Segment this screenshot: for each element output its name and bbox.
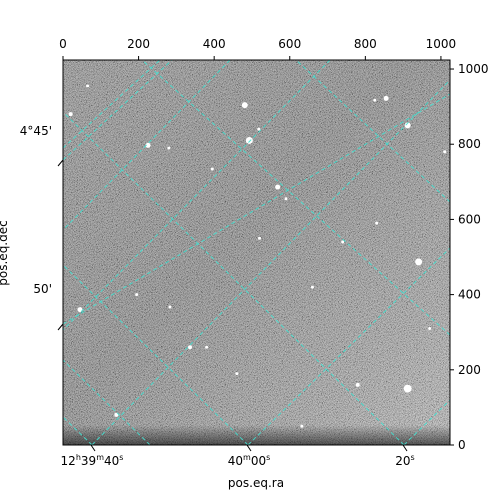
right-tick-label-2: 400 (458, 288, 481, 302)
star-26 (167, 146, 171, 150)
dec-grid-line-2 (63, 60, 173, 161)
star-field (68, 84, 447, 428)
right-tick-label-0: 0 (458, 438, 466, 452)
star-27 (428, 326, 432, 330)
star-20 (300, 424, 304, 428)
star-25 (341, 240, 345, 244)
star-22 (375, 221, 379, 225)
star-19 (235, 372, 239, 376)
star-10 (114, 412, 119, 417)
dec-tick-mark-2 (57, 323, 64, 331)
top-tick-label-5: 1000 (426, 37, 457, 51)
star-9 (187, 345, 192, 350)
top-tick-label-3: 600 (278, 37, 301, 51)
star-18 (205, 345, 209, 349)
star-14 (257, 127, 261, 131)
right-tick-label-3: 600 (458, 212, 481, 226)
dec-grid-line-4 (247, 247, 450, 445)
plot-frame (62, 59, 451, 446)
ra-grid-line-4 (141, 60, 450, 336)
star-3 (404, 122, 411, 129)
star-24 (135, 293, 139, 297)
star-16 (258, 236, 262, 240)
ra-grid-line-3 (63, 111, 405, 445)
star-12 (86, 84, 90, 88)
star-21 (355, 382, 360, 387)
dec-grid-line-7 (63, 60, 161, 149)
dec-grid-line-3 (91, 79, 450, 445)
image-noise (63, 60, 450, 445)
right-pixel-axis: 0 200 400 600 800 1000 (450, 62, 489, 452)
top-pixel-axis: 0 200 400 600 800 1000 (59, 37, 456, 60)
top-tick-label-1: 200 (127, 37, 150, 51)
top-tick-label-0: 0 (59, 37, 67, 51)
image-bottom-edge (63, 425, 450, 445)
star-28 (310, 285, 314, 289)
y-axis-label: pos.eq.dec (0, 220, 10, 285)
dec-tick-mark-1 (57, 159, 64, 167)
image-area (63, 60, 450, 445)
left-world-axis: 4°45' 50' pos.eq.dec (0, 124, 64, 331)
dec-grid-line-9 (63, 60, 331, 331)
dec-grid-line-1 (63, 93, 450, 325)
ra-grid-line-2 (63, 264, 249, 445)
star-11 (68, 112, 73, 117)
star-1 (245, 136, 253, 144)
star-17 (168, 305, 172, 309)
top-tick-label-4: 800 (354, 37, 377, 51)
right-tick-label-4: 800 (458, 137, 481, 151)
star-6 (415, 258, 423, 266)
coordinate-grid (63, 60, 450, 445)
star-4 (145, 142, 151, 148)
dec-grid-line-5 (403, 399, 450, 445)
star-13 (373, 98, 377, 102)
bottom-world-axis: 12h39m40s 40m00s 20s pos.eq.ra (61, 444, 415, 490)
ra-tick-mark-1 (90, 444, 96, 452)
star-7 (403, 384, 412, 393)
dec-tick-label-2: 50' (33, 282, 52, 296)
ra-tick-label-2: 40m00s (228, 453, 271, 468)
star-5 (275, 184, 281, 190)
top-tick-label-2: 400 (203, 37, 226, 51)
star-2 (383, 95, 389, 101)
dec-grid-line-8 (63, 60, 231, 231)
right-tick-label-5: 1000 (458, 62, 489, 76)
ra-tick-mark-2 (246, 444, 252, 452)
right-tick-label-1: 200 (458, 363, 481, 377)
x-axis-label: pos.eq.ra (228, 476, 284, 490)
dec-tick-label-1: 4°45' (20, 124, 52, 138)
dec-grid-line-6 (63, 359, 151, 445)
star-23 (210, 167, 214, 171)
ra-tick-mark-3 (402, 444, 408, 452)
ra-tick-label-1: 12h39m40s (61, 453, 124, 468)
star-0 (241, 102, 248, 109)
ra-tick-label-3: 20s (395, 453, 414, 468)
star-29 (443, 150, 447, 154)
star-15 (284, 197, 288, 201)
